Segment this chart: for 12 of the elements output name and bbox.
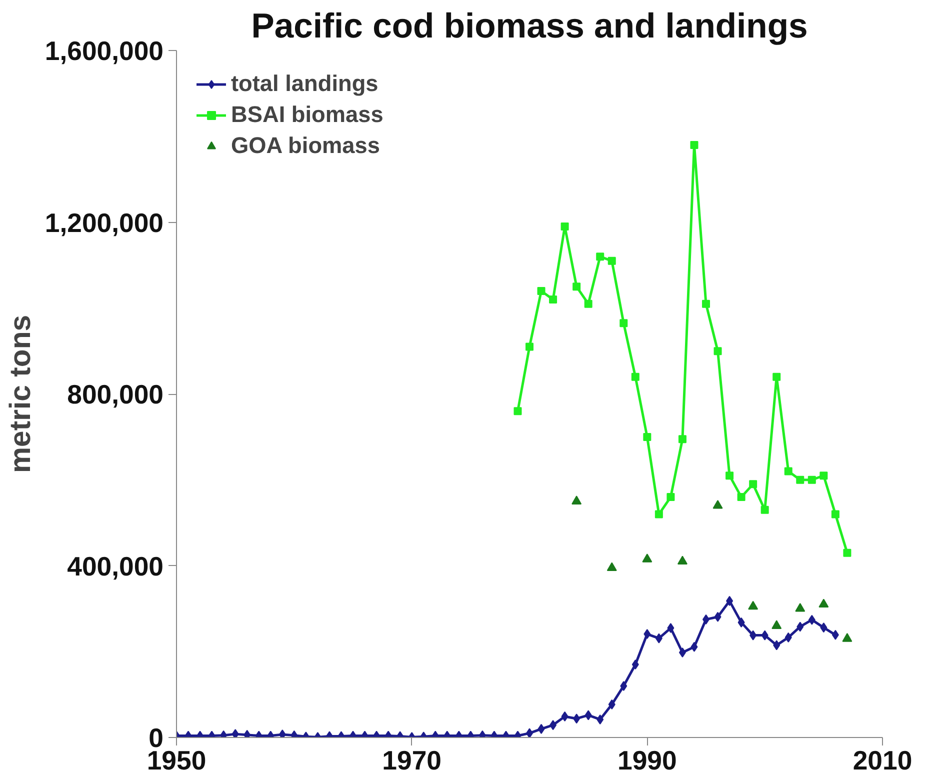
y-tick-label: 800,000 bbox=[67, 380, 164, 410]
x-tick-label: 2010 bbox=[852, 746, 912, 772]
y-tick-label: 1,200,000 bbox=[44, 208, 164, 238]
x-tick-label: 1970 bbox=[382, 746, 442, 772]
legend-label: total landings bbox=[231, 70, 378, 97]
x-tick-label: 1990 bbox=[618, 746, 677, 772]
y-tick-label: 400,000 bbox=[67, 551, 164, 582]
chart-title: Pacific cod biomass and landings bbox=[251, 8, 808, 46]
legend-label: GOA biomass bbox=[231, 132, 380, 159]
y-axis-title: metric tons bbox=[4, 314, 37, 474]
legend-label: BSAI biomass bbox=[231, 101, 384, 128]
y-tick-label: 1,600,000 bbox=[44, 36, 164, 66]
